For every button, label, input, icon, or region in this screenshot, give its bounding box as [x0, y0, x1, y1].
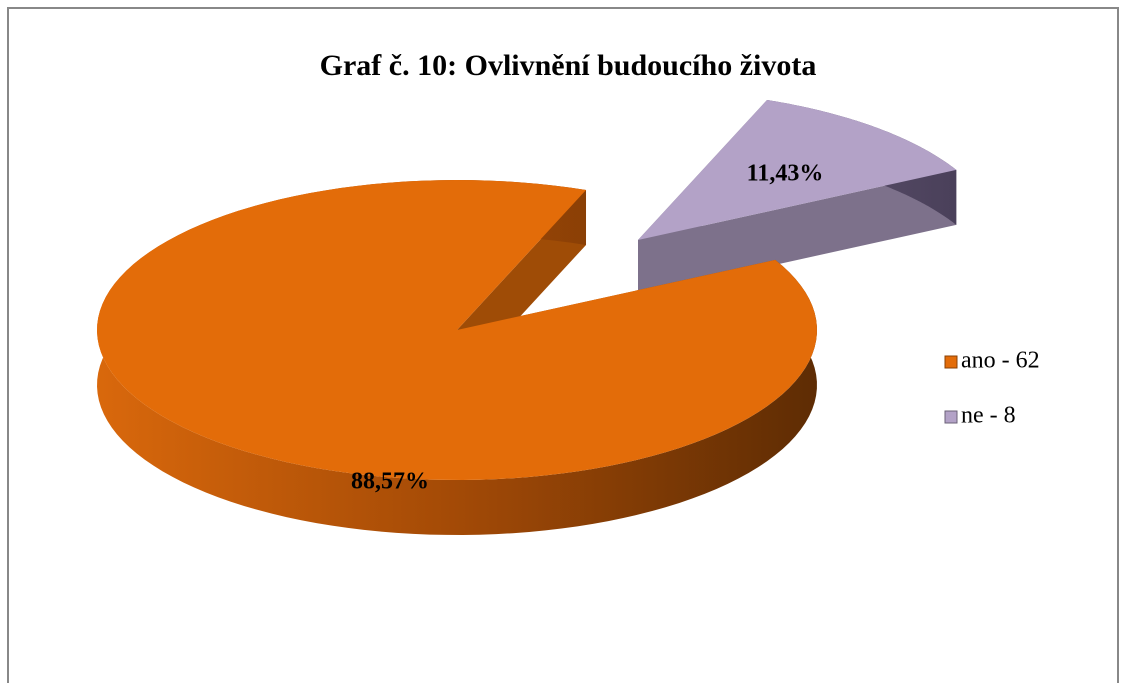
legend-swatch: [944, 410, 958, 424]
data-label: 11,43%: [747, 161, 824, 187]
chart-title: Graf č. 10: Ovlivnění budoucího života: [320, 49, 817, 82]
legend-swatch: [944, 355, 958, 369]
pie-slice: [97, 180, 817, 480]
pie-wall: [638, 169, 957, 295]
legend-label: ano - 62: [961, 348, 1040, 374]
data-label: 88,57%: [351, 469, 429, 495]
legend-label: ne - 8: [961, 403, 1016, 429]
pie-slice: [638, 99, 957, 240]
